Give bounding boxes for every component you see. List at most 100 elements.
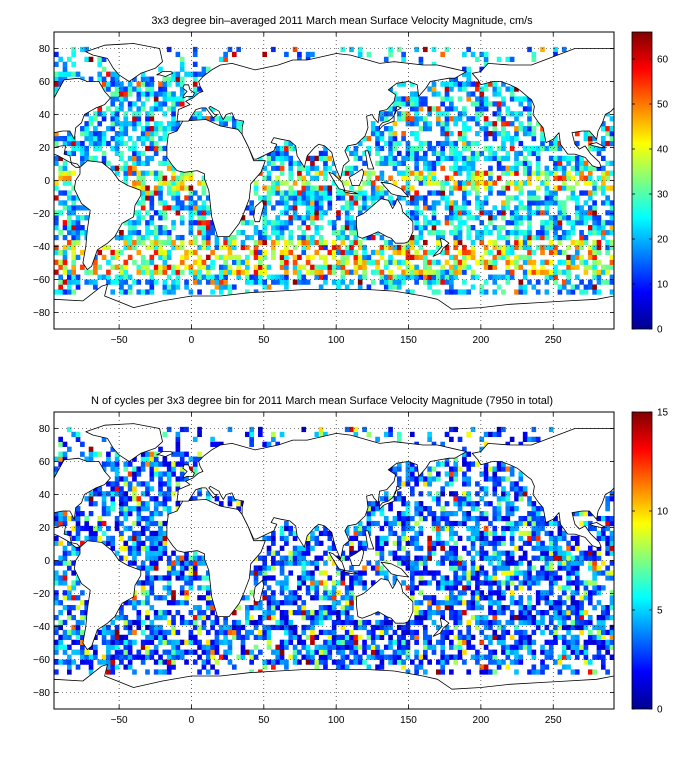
bin-cell (422, 570, 428, 576)
bin-cell (58, 190, 63, 196)
bin-cell (227, 644, 233, 650)
coastline-java (342, 189, 359, 195)
bin-cell (427, 506, 432, 512)
bin-cell (418, 106, 424, 112)
bin-cell (80, 150, 85, 157)
bin-cell (153, 225, 159, 231)
bin-cell (479, 580, 485, 586)
bin-cell (596, 550, 602, 556)
bin-cell (127, 560, 133, 566)
bin-cell (192, 550, 198, 556)
bin-cell (540, 230, 545, 236)
bin-cell (175, 274, 181, 280)
bin-cell (570, 225, 576, 231)
bin-cell (110, 506, 116, 512)
bin-cell (158, 525, 163, 532)
bin-cell (592, 230, 597, 236)
bin-cell (392, 279, 398, 285)
bin-cell (436, 530, 441, 537)
bin-cell (457, 230, 463, 236)
bin-cell (527, 530, 532, 537)
bin-cell (145, 506, 150, 512)
bin-cell (214, 239, 220, 246)
bin-cell (136, 96, 142, 102)
bin-cell (383, 111, 389, 117)
bin-cell (123, 96, 129, 102)
bin-cell (331, 590, 337, 596)
bin-cell (201, 205, 207, 211)
bin-cell (605, 520, 610, 527)
bin-cell (375, 570, 380, 576)
bin-cell (188, 239, 194, 246)
bin-cell (544, 575, 550, 581)
bin-cell (587, 659, 593, 665)
bin-cell (427, 249, 432, 256)
bin-cell (501, 629, 506, 636)
bin-cell (422, 634, 428, 640)
bin-cell (501, 649, 506, 655)
bin-cell (375, 501, 380, 507)
bin-cell (501, 644, 506, 650)
bin-cell (54, 580, 59, 586)
bin-cell (405, 175, 411, 181)
bin-cell (401, 545, 406, 551)
bin-cell (166, 600, 172, 606)
bin-cell (449, 190, 454, 196)
bin-cell (431, 520, 437, 527)
bin-cell (392, 200, 398, 206)
bin-cell (501, 145, 506, 152)
bin-cell (205, 210, 211, 216)
bin-cell (145, 234, 150, 241)
bin-cell (544, 185, 550, 191)
bin-cell (62, 520, 68, 527)
bin-cell (192, 76, 198, 82)
bin-cell (609, 560, 614, 566)
bin-cell (509, 259, 515, 265)
bin-cell (431, 150, 437, 157)
bin-cell (201, 259, 207, 265)
bin-cell (414, 225, 419, 231)
bin-cell (496, 86, 502, 92)
bin-cell (362, 274, 367, 280)
bin-cell (418, 210, 424, 216)
bin-cell (605, 605, 610, 611)
bin-cell (505, 220, 511, 226)
bin-cell (158, 135, 163, 142)
bin-cell (153, 649, 159, 655)
bin-cell (427, 126, 432, 132)
bin-cell (540, 180, 545, 186)
bin-cell (462, 165, 467, 171)
bin-cell (240, 230, 246, 236)
bin-cell (405, 170, 411, 176)
bin-cell (492, 279, 498, 285)
bin-cell (605, 160, 610, 166)
bin-cell (483, 185, 489, 191)
bin-cell (362, 624, 367, 631)
bin-cell (344, 249, 350, 256)
bin-cell (54, 289, 59, 295)
bin-cell (323, 525, 328, 532)
bin-cell (492, 610, 498, 616)
bin-cell (574, 165, 580, 171)
bin-cell (527, 254, 532, 260)
bin-cell (379, 234, 385, 241)
bin-cell (310, 575, 315, 581)
bin-cell (114, 550, 120, 556)
bin-cell (197, 669, 202, 675)
bin-cell (284, 560, 289, 566)
bin-cell (596, 600, 602, 606)
bin-cell (201, 234, 207, 241)
bin-cell (561, 155, 567, 161)
bin-cell (75, 639, 81, 645)
bin-cell (101, 629, 107, 636)
bin-cell (140, 200, 146, 206)
bin-cell (596, 515, 602, 522)
bin-cell (496, 249, 502, 256)
bin-cell (305, 585, 311, 591)
bin-cell (162, 669, 168, 675)
bin-cell (409, 264, 415, 270)
bin-cell (175, 190, 181, 196)
bin-cell (132, 619, 137, 626)
bin-cell (488, 595, 493, 601)
bin-cell (479, 565, 485, 571)
